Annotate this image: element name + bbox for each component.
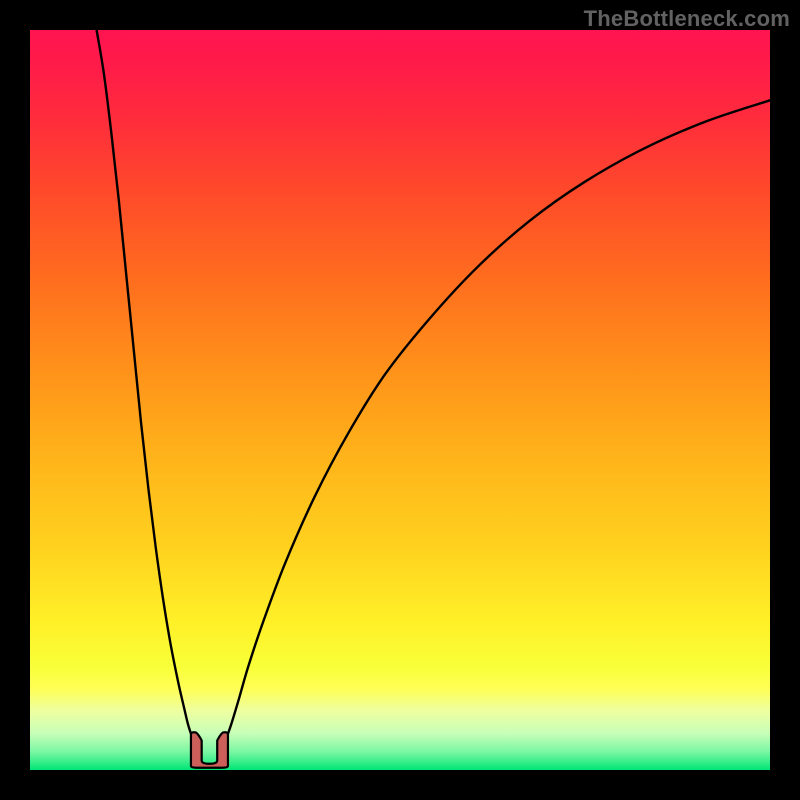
bottleneck-chart — [0, 0, 800, 800]
watermark-text: TheBottleneck.com — [584, 6, 790, 32]
